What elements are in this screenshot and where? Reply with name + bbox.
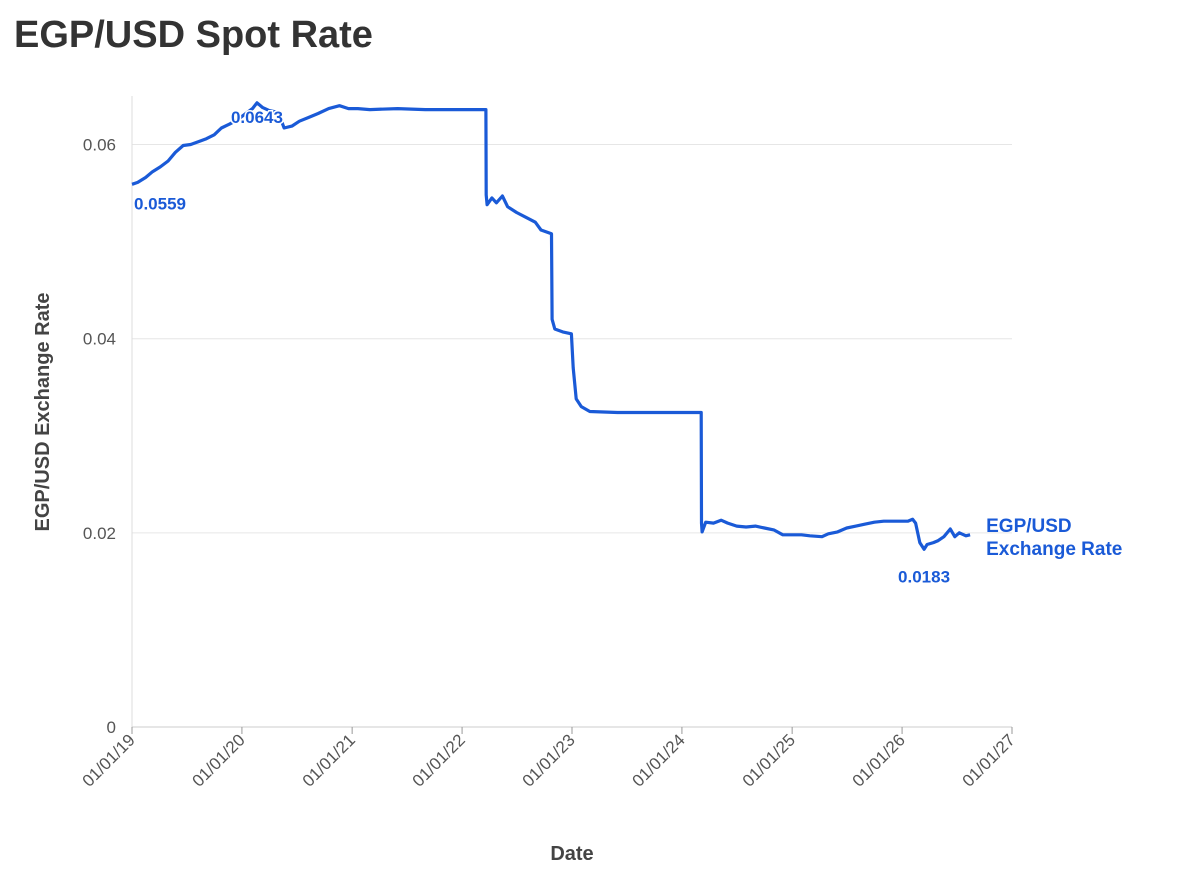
x-tick-label: 01/01/20 bbox=[189, 730, 249, 790]
x-tick-label: 01/01/23 bbox=[519, 730, 579, 790]
y-axis-ticks: 0 0.02 0.04 0.06 bbox=[83, 136, 116, 737]
series-line bbox=[131, 101, 971, 551]
y-tick-label: 0.02 bbox=[83, 524, 116, 543]
data-label: 0.0559 bbox=[134, 194, 186, 213]
x-tick-label: 01/01/21 bbox=[299, 730, 359, 790]
grid-lines bbox=[132, 144, 1012, 728]
chart-title: EGP/USD Spot Rate bbox=[14, 14, 373, 56]
x-tick-label: 01/01/27 bbox=[959, 730, 1019, 790]
y-tick-label: 0.06 bbox=[83, 136, 116, 155]
x-tick-label: 01/01/19 bbox=[79, 730, 139, 790]
series-label: Exchange Rate bbox=[986, 539, 1122, 560]
series-label: EGP/USD bbox=[986, 516, 1072, 537]
x-axis: 01/01/19 01/01/20 01/01/21 01/01/22 01/01/23… bbox=[79, 96, 1019, 791]
data-label: 0.0183 bbox=[898, 567, 950, 586]
annotations: 0.0559 0.0643 0.0183 bbox=[133, 106, 952, 588]
y-tick-label: 0 bbox=[107, 718, 116, 737]
x-tick-label: 01/01/22 bbox=[409, 730, 469, 790]
x-axis-title: Date bbox=[550, 843, 593, 865]
x-tick-label: 01/01/24 bbox=[629, 730, 689, 790]
x-tick-label: 01/01/26 bbox=[849, 730, 909, 790]
x-tick-label: 01/01/25 bbox=[739, 730, 799, 790]
y-tick-label: 0.04 bbox=[83, 330, 116, 349]
data-label: 0.0643 bbox=[231, 108, 283, 127]
y-axis-title: EGP/USD Exchange Rate bbox=[32, 293, 54, 532]
